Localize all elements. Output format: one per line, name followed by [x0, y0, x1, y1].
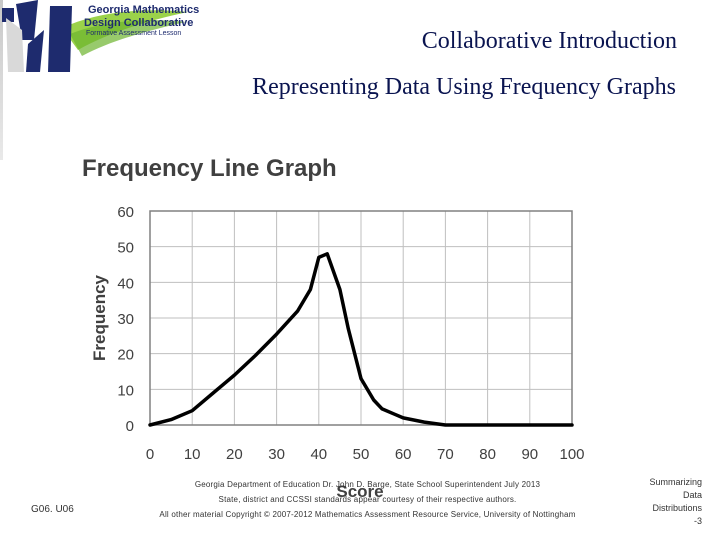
footer-credit-line-3: All other material Copyright © 2007-2012… — [159, 510, 576, 519]
logo-graphic — [2, 0, 188, 72]
logo-line-1: Georgia Mathematics — [88, 4, 200, 16]
slide-label-line-3: Distributions — [652, 503, 702, 513]
x-tick-label: 100 — [559, 446, 584, 463]
logo: Georgia Mathematics Design Collaborative… — [0, 0, 200, 72]
slide-label: Summarizing Data Distributions -3 — [622, 476, 702, 528]
x-tick-label: 90 — [521, 446, 538, 463]
logo-figure-dark-icon — [26, 30, 44, 72]
logo-line-3: Formative Assessment Lesson — [86, 30, 182, 37]
plot-frame — [149, 210, 573, 426]
x-tick-label: 60 — [395, 446, 412, 463]
y-axis-label: Frequency — [90, 274, 109, 361]
x-tick-label: 20 — [226, 446, 243, 463]
logo-figure-light-icon — [6, 18, 24, 72]
footer-credits: Georgia Department of Education Dr. John… — [120, 477, 615, 522]
x-tick-label: 0 — [146, 446, 154, 463]
slide-label-line-2: Data — [682, 490, 702, 500]
slide-label-line-4: -3 — [693, 516, 702, 526]
y-tick-label: 10 — [117, 382, 134, 399]
y-tick-label: 20 — [117, 347, 134, 364]
sidebar-stripe — [0, 0, 3, 160]
slide-label-line-1: Summarizing — [649, 477, 702, 487]
y-tick-label: 30 — [117, 311, 134, 328]
x-axis-label: Score — [336, 482, 383, 501]
x-tick-label: 30 — [268, 446, 285, 463]
footer-credit-line-2: State, district and CCSSI standards appe… — [218, 495, 517, 504]
x-tick-label: 80 — [479, 446, 496, 463]
logo-cap-icon — [2, 8, 14, 22]
logo-swoosh-shadow — [70, 20, 186, 56]
series-line-0 — [148, 252, 574, 427]
x-tick-label: 50 — [353, 446, 370, 463]
logo-line-2: Design Collaborative — [84, 17, 194, 29]
slide-subtitle: Representing Data Using Frequency Graphs — [252, 74, 676, 100]
footer-code: G06. U06 — [31, 504, 74, 515]
y-tick-label: 50 — [117, 240, 134, 257]
chart-title: Frequency Line Graph — [82, 155, 337, 182]
x-tick-label: 10 — [184, 446, 201, 463]
footer-credit-line-1: Georgia Department of Education Dr. John… — [194, 480, 541, 489]
logo-state-shape-icon — [48, 6, 72, 72]
y-tick-label: 0 — [126, 418, 134, 435]
x-tick-label: 70 — [437, 446, 454, 463]
y-tick-label: 60 — [117, 204, 134, 221]
x-tick-label: 40 — [310, 446, 327, 463]
slide-title: Collaborative Introduction — [421, 28, 677, 54]
y-tick-label: 40 — [117, 275, 134, 292]
